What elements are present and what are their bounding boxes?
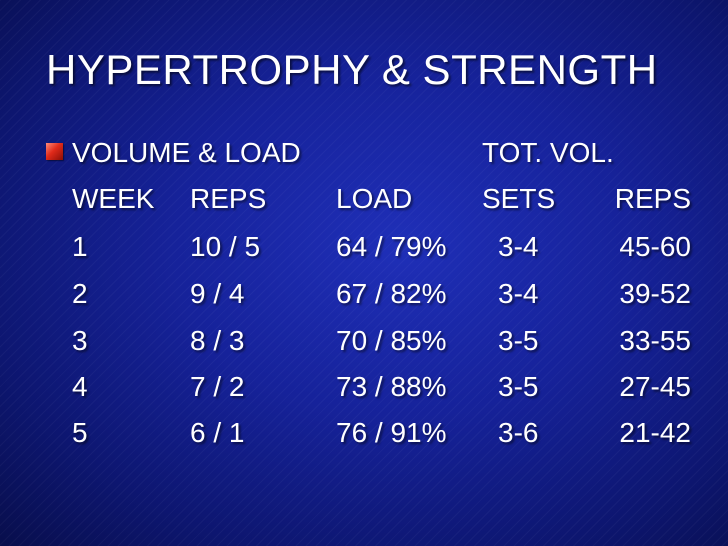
slide-title: HYPERTROPHY & STRENGTH — [46, 46, 658, 93]
reps-cell: 6 / 1 — [190, 417, 245, 448]
load-cell: 76 / 91% — [336, 417, 447, 448]
sets-cell: 3-5 — [498, 371, 539, 402]
week-cell: 2 — [72, 278, 88, 309]
sets-cell: 3-4 — [498, 278, 539, 309]
header-reps: REPS — [190, 183, 267, 214]
table-header-row: WEEK REPS LOAD SETS REPS — [0, 177, 728, 221]
bullet-square-icon — [46, 143, 63, 160]
week-cell: 4 — [72, 371, 88, 402]
sets-cell: 3-4 — [498, 231, 539, 262]
header-load: LOAD — [336, 183, 413, 214]
header-week: WEEK — [72, 183, 155, 214]
week-cell: 1 — [72, 231, 88, 262]
header-total-reps: REPS — [614, 183, 691, 214]
table-row: 2 9 / 4 67 / 82% 3-4 39-52 — [0, 272, 728, 316]
volume-load-heading: VOLUME & LOAD — [72, 137, 301, 168]
reps-cell: 8 / 3 — [190, 325, 245, 356]
total-reps-cell: 21-42 — [619, 417, 691, 448]
reps-cell: 9 / 4 — [190, 278, 245, 309]
reps-cell: 10 / 5 — [190, 231, 261, 262]
table-row: 1 10 / 5 64 / 79% 3-4 45-60 — [0, 225, 728, 269]
total-reps-cell: 45-60 — [619, 231, 691, 262]
load-cell: 67 / 82% — [336, 278, 447, 309]
week-cell: 5 — [72, 417, 88, 448]
total-reps-cell: 27-45 — [619, 371, 691, 402]
total-volume-heading: TOT. VOL. — [482, 137, 614, 168]
total-reps-cell: 39-52 — [619, 278, 691, 309]
table-row: 5 6 / 1 76 / 91% 3-6 21-42 — [0, 411, 728, 455]
table-row: 3 8 / 3 70 / 85% 3-5 33-55 — [0, 319, 728, 363]
load-cell: 70 / 85% — [336, 325, 447, 356]
reps-cell: 7 / 2 — [190, 371, 245, 402]
header-sets: SETS — [482, 183, 556, 214]
sets-cell: 3-6 — [498, 417, 539, 448]
total-reps-cell: 33-55 — [619, 325, 691, 356]
section-heading-row: VOLUME & LOAD TOT. VOL. — [0, 131, 728, 175]
sets-cell: 3-5 — [498, 325, 539, 356]
week-cell: 3 — [72, 325, 88, 356]
load-cell: 64 / 79% — [336, 231, 447, 262]
table-row: 4 7 / 2 73 / 88% 3-5 27-45 — [0, 365, 728, 409]
load-cell: 73 / 88% — [336, 371, 447, 402]
